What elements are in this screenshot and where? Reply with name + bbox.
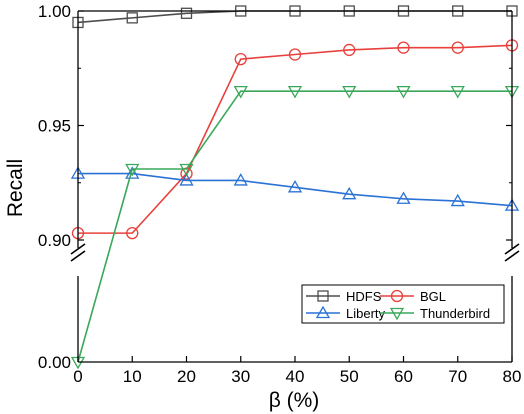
x-tick-label: 20 bbox=[177, 367, 196, 386]
legend-item-liberty: Liberty bbox=[306, 305, 386, 321]
x-tick-label: 30 bbox=[231, 367, 250, 386]
legend-item-thunderbird: Thunderbird bbox=[380, 306, 490, 321]
legend-marker bbox=[317, 290, 329, 302]
series-line-bgl bbox=[78, 44, 513, 234]
data-point-liberty bbox=[287, 180, 303, 193]
x-tick-label: 60 bbox=[394, 367, 413, 386]
x-tick-label: 0 bbox=[73, 367, 82, 386]
legend-label: Thunderbird bbox=[420, 306, 490, 321]
series-line-hdfs bbox=[77, 10, 512, 24]
data-point-hdfs bbox=[180, 7, 193, 19]
legend-marker bbox=[389, 307, 405, 321]
x-axis-title: β (%) bbox=[269, 389, 320, 412]
axes-layer: 0 10 20 30 40 50 60 70 80 0.90 0.95 1.00 0.00 bbox=[38, 2, 522, 386]
x-tick-label: 50 bbox=[340, 367, 359, 386]
data-point-thunderbird bbox=[179, 163, 194, 177]
axis-break-mark-left bbox=[70, 243, 86, 255]
y-tick-label: 0.00 bbox=[38, 353, 71, 372]
data-point-liberty bbox=[396, 191, 411, 204]
legend: HDFS BGL Liberty Thunderbird bbox=[301, 284, 505, 324]
data-point-liberty bbox=[125, 166, 140, 179]
data-point-thunderbird bbox=[342, 86, 357, 99]
x-tick-label: 70 bbox=[448, 367, 467, 386]
legend-label: BGL bbox=[420, 289, 446, 304]
data-point-liberty bbox=[233, 173, 248, 186]
series-line-liberty bbox=[78, 172, 513, 207]
x-tick-label: 40 bbox=[286, 367, 305, 386]
data-point-bgl bbox=[343, 43, 356, 57]
data-point-hdfs bbox=[126, 12, 138, 24]
data-point-thunderbird bbox=[287, 86, 303, 99]
legend-marker bbox=[315, 305, 331, 319]
data-point-bgl bbox=[397, 41, 410, 54]
data-point-liberty bbox=[342, 186, 357, 200]
legend-label: HDFS bbox=[346, 289, 382, 304]
y-tick-label: 1.00 bbox=[38, 2, 71, 21]
data-point-thunderbird bbox=[396, 86, 411, 99]
y-axis-title: Recall bbox=[4, 159, 27, 217]
data-point-bgl bbox=[234, 52, 247, 66]
data-point-bgl bbox=[288, 48, 302, 61]
legend-marker bbox=[390, 289, 404, 303]
x-tick-label: 10 bbox=[123, 367, 142, 386]
series-thunderbird bbox=[70, 86, 520, 370]
data-point-thunderbird bbox=[450, 86, 465, 99]
legend-label: Liberty bbox=[346, 306, 386, 321]
axis-break-mark-right bbox=[504, 243, 520, 255]
data-point-bgl bbox=[126, 226, 139, 240]
legend-item-bgl: BGL bbox=[380, 289, 446, 304]
legend-box bbox=[301, 284, 505, 324]
data-point-liberty bbox=[179, 173, 194, 186]
x-tick-label: 80 bbox=[503, 367, 522, 386]
series-layer bbox=[70, 5, 520, 370]
data-point-thunderbird bbox=[125, 163, 140, 177]
series-bgl bbox=[71, 39, 519, 240]
y-tick-label: 0.90 bbox=[38, 231, 71, 250]
series-line-thunderbird bbox=[77, 90, 512, 363]
axis-break-mark-right bbox=[504, 250, 520, 262]
series-hdfs bbox=[72, 5, 518, 29]
y-tick-label: 0.95 bbox=[38, 117, 71, 136]
legend-item-hdfs: HDFS bbox=[306, 289, 382, 304]
series-liberty bbox=[70, 166, 520, 211]
data-point-thunderbird bbox=[233, 86, 248, 99]
data-point-liberty bbox=[450, 193, 465, 207]
axis-break-mark-left bbox=[70, 250, 86, 262]
data-point-bgl bbox=[451, 41, 464, 54]
